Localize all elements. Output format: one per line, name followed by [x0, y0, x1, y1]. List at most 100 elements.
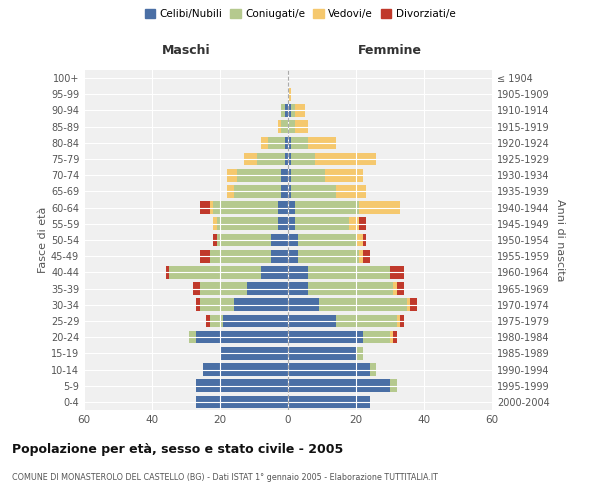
Bar [190, 331, 196, 344]
Bar [166, 266, 169, 278]
Bar [370, 363, 376, 376]
Bar [278, 218, 288, 230]
Text: Popolazione per età, sesso e stato civile - 2005: Popolazione per età, sesso e stato civil… [12, 442, 343, 456]
Bar [196, 380, 288, 392]
Bar [288, 202, 295, 214]
Bar [288, 347, 356, 360]
Bar [319, 298, 407, 311]
Bar [295, 104, 305, 117]
Bar [292, 152, 315, 166]
Bar [292, 104, 295, 117]
Bar [288, 331, 363, 344]
Bar [284, 152, 288, 166]
Bar [288, 380, 390, 392]
Bar [220, 347, 288, 360]
Bar [288, 88, 292, 101]
Bar [206, 314, 210, 328]
Bar [169, 266, 261, 278]
Text: Maschi: Maschi [161, 44, 211, 57]
Bar [281, 104, 284, 117]
Text: COMUNE DI MONASTEROLO DEL CASTELLO (BG) - Dati ISTAT 1° gennaio 2005 - Elaborazi: COMUNE DI MONASTEROLO DEL CASTELLO (BG) … [12, 472, 438, 482]
Bar [356, 347, 363, 360]
Bar [213, 202, 278, 214]
Bar [356, 234, 363, 246]
Bar [210, 314, 223, 328]
Bar [295, 120, 308, 133]
Bar [227, 185, 233, 198]
Bar [196, 298, 200, 311]
Text: Femmine: Femmine [358, 44, 422, 57]
Bar [308, 282, 394, 295]
Bar [196, 331, 288, 344]
Bar [278, 202, 288, 214]
Bar [203, 363, 288, 376]
Bar [288, 120, 295, 133]
Bar [298, 234, 356, 246]
Bar [271, 234, 288, 246]
Bar [390, 331, 394, 344]
Bar [288, 218, 295, 230]
Bar [298, 250, 359, 262]
Bar [288, 169, 292, 181]
Bar [292, 185, 335, 198]
Y-axis label: Anni di nascita: Anni di nascita [555, 198, 565, 281]
Bar [200, 282, 247, 295]
Bar [325, 169, 363, 181]
Bar [261, 266, 288, 278]
Bar [281, 185, 288, 198]
Bar [400, 314, 404, 328]
Bar [397, 282, 404, 295]
Bar [390, 380, 397, 392]
Bar [288, 282, 308, 295]
Bar [288, 152, 292, 166]
Bar [315, 152, 376, 166]
Bar [200, 298, 233, 311]
Bar [394, 331, 397, 344]
Bar [363, 331, 390, 344]
Bar [271, 250, 288, 262]
Bar [292, 169, 325, 181]
Bar [257, 152, 284, 166]
Bar [308, 266, 390, 278]
Bar [200, 250, 210, 262]
Bar [363, 250, 370, 262]
Bar [288, 136, 292, 149]
Bar [217, 218, 278, 230]
Bar [363, 234, 366, 246]
Bar [288, 314, 335, 328]
Bar [288, 250, 298, 262]
Bar [288, 104, 292, 117]
Bar [359, 202, 400, 214]
Bar [217, 234, 271, 246]
Bar [233, 298, 288, 311]
Bar [308, 136, 335, 149]
Bar [210, 202, 213, 214]
Bar [349, 218, 359, 230]
Bar [295, 218, 349, 230]
Bar [335, 185, 366, 198]
Bar [292, 136, 308, 149]
Bar [213, 234, 217, 246]
Bar [227, 169, 237, 181]
Legend: Celibi/Nubili, Coniugati/e, Vedovi/e, Divorziati/e: Celibi/Nubili, Coniugati/e, Vedovi/e, Di… [140, 5, 460, 24]
Bar [295, 202, 359, 214]
Bar [288, 185, 292, 198]
Bar [394, 282, 397, 295]
Bar [196, 396, 288, 408]
Bar [397, 314, 400, 328]
Bar [247, 282, 288, 295]
Bar [335, 314, 397, 328]
Bar [359, 250, 363, 262]
Bar [210, 250, 271, 262]
Bar [410, 298, 417, 311]
Bar [213, 218, 217, 230]
Bar [237, 169, 281, 181]
Bar [407, 298, 410, 311]
Bar [268, 136, 284, 149]
Bar [261, 136, 268, 149]
Bar [233, 185, 281, 198]
Bar [281, 169, 288, 181]
Bar [288, 396, 370, 408]
Bar [288, 363, 370, 376]
Bar [288, 266, 308, 278]
